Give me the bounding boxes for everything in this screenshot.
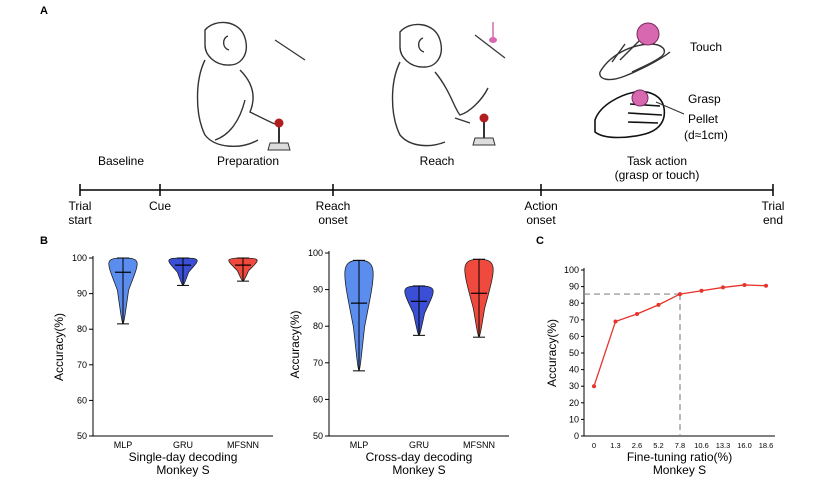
x-tick-label: 18.6 — [759, 441, 774, 450]
timeline-reach-onset-1: Reach — [316, 199, 351, 213]
chart-subtitle: Monkey S — [653, 463, 706, 477]
x-tick-label: 5.2 — [653, 441, 663, 450]
panel-c-label: C — [536, 235, 544, 247]
monkey-reach-icon — [391, 23, 506, 147]
hand-grasp-icon — [594, 90, 666, 139]
x-tick-label: MLP — [114, 440, 133, 450]
y-tick-label: 100 — [308, 248, 323, 258]
x-tick-label: MFSNN — [227, 440, 259, 450]
y-tick-label: 50 — [313, 431, 323, 441]
x-tick-label: 16.0 — [737, 441, 752, 450]
y-tick-label: 50 — [77, 431, 87, 441]
chart-subtitle: Monkey S — [156, 463, 209, 477]
phase-baseline: Baseline — [98, 154, 144, 168]
x-tick-label: MFSNN — [463, 440, 495, 450]
y-tick-label: 90 — [569, 282, 579, 292]
y-tick-label: 50 — [569, 348, 579, 358]
x-tick-label: 13.3 — [716, 441, 731, 450]
data-point — [613, 319, 618, 324]
timeline-action-onset-2: onset — [526, 213, 556, 227]
data-point — [721, 285, 725, 290]
pellet-label: Pellet — [688, 112, 719, 126]
x-tick-label: 2.6 — [632, 441, 642, 450]
pellet-grasp-icon — [631, 89, 649, 107]
y-tick-label: 90 — [313, 285, 323, 295]
touch-label: Touch — [690, 40, 722, 54]
phase-task-action-detail: (grasp or touch) — [615, 168, 700, 182]
timeline-trial-end-1: Trial — [762, 199, 785, 213]
panel-a-label: A — [40, 5, 48, 17]
pellet-size-label: (d≈1cm) — [684, 128, 728, 142]
monkey-preparation-icon — [196, 21, 306, 147]
joystick-icon — [267, 118, 291, 151]
y-tick-label: 0 — [574, 431, 579, 441]
timeline-cue: Cue — [149, 199, 171, 213]
pellet-pointer-line — [655, 101, 685, 115]
panel-b-label: B — [40, 235, 48, 247]
y-tick-label: 70 — [77, 360, 87, 370]
x-tick-label: GRU — [173, 440, 193, 450]
timeline-reach-onset-2: onset — [318, 213, 348, 227]
y-tick-label: 80 — [569, 298, 579, 308]
timeline-trial-start-2: start — [68, 213, 92, 227]
x-tick-label: 1.3 — [610, 441, 620, 450]
data-point — [656, 302, 661, 307]
timeline-ticks — [79, 184, 774, 196]
data-point — [742, 282, 747, 287]
data-point — [764, 283, 768, 288]
y-tick-label: 70 — [313, 358, 323, 368]
y-tick-label: 100 — [72, 253, 87, 263]
x-axis-label: Fine-tuning ratio(%) — [627, 450, 732, 464]
y-tick-label: 20 — [569, 398, 579, 408]
joystick-icon-2 — [472, 113, 496, 146]
y-axis-label: Accuracy(%) — [545, 319, 559, 387]
y-tick-label: 30 — [569, 381, 579, 391]
x-tick-label: 0 — [592, 441, 596, 450]
y-tick-label: 60 — [77, 395, 87, 405]
y-axis-label: Accuracy(%) — [288, 310, 302, 378]
y-tick-label: 100 — [564, 265, 579, 275]
data-point — [699, 288, 704, 293]
y-tick-label: 40 — [569, 365, 579, 375]
pellet-touch-icon — [636, 22, 660, 46]
x-tick-label: 10.6 — [694, 441, 709, 450]
y-tick-label: 80 — [77, 324, 87, 334]
chart-title: Cross-day decoding — [366, 450, 473, 464]
data-point — [635, 311, 639, 316]
phase-reach: Reach — [420, 154, 455, 168]
timeline-action-onset-1: Action — [524, 199, 557, 213]
fine-tuning-line-chart: 0 10 20 30 40 50 60 70 80 90 100 0 1.3 2.6 5.2 7.8 10.6 1… — [545, 265, 775, 477]
y-tick-label: 10 — [569, 414, 579, 424]
y-tick-label: 60 — [569, 331, 579, 341]
y-tick-label: 80 — [313, 321, 323, 331]
y-tick-label: 70 — [569, 315, 579, 325]
x-tick-label: 7.8 — [675, 441, 685, 450]
timeline-trial-start-1: Trial — [69, 199, 92, 213]
x-tick-label: GRU — [409, 440, 429, 450]
phase-task-action: Task action — [627, 154, 687, 168]
data-point — [592, 384, 596, 389]
y-axis-label: Accuracy(%) — [52, 313, 66, 381]
data-point — [678, 292, 682, 297]
timeline-trial-end-2: end — [763, 213, 783, 227]
chart-title: Single-day decoding — [129, 450, 238, 464]
pellet-target-icon — [489, 22, 497, 43]
phase-preparation: Preparation — [217, 154, 279, 168]
chart-subtitle: Monkey S — [392, 463, 445, 477]
x-tick-label: MLP — [350, 440, 369, 450]
grasp-label: Grasp — [688, 92, 721, 106]
y-tick-label: 90 — [77, 289, 87, 299]
y-tick-label: 60 — [313, 394, 323, 404]
hand-touch-icon — [599, 39, 671, 81]
